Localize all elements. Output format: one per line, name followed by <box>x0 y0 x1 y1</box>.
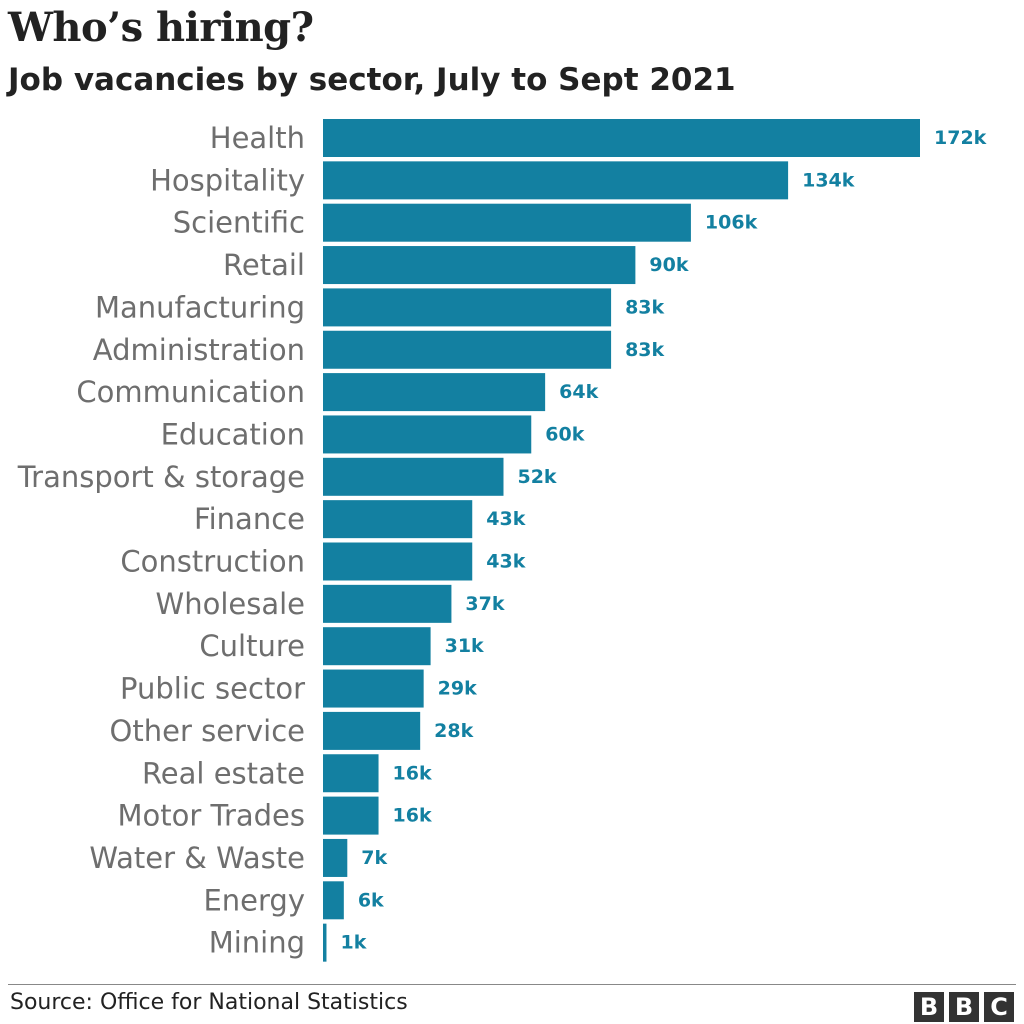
chart-title: Who’s hiring? <box>8 4 314 51</box>
category-label: Culture <box>199 629 305 663</box>
value-label: 134k <box>802 169 855 191</box>
category-label: Mining <box>209 926 305 960</box>
bar <box>323 838 348 877</box>
category-label: Real estate <box>142 756 305 790</box>
category-label: Wholesale <box>156 587 305 621</box>
bar <box>323 119 920 157</box>
value-label: 29k <box>438 678 477 700</box>
value-label: 90k <box>649 254 688 276</box>
bar <box>323 373 546 412</box>
value-label: 52k <box>517 466 556 488</box>
category-label: Manufacturing <box>95 290 305 324</box>
category-label: Energy <box>203 883 305 917</box>
category-label: Health <box>210 121 305 155</box>
category-label: Scientific <box>173 206 305 240</box>
category-label: Public sector <box>120 672 305 706</box>
bar <box>323 246 636 285</box>
bar-chart: Health 172k Hospitality 134k Scientific 106k R… <box>17 119 987 962</box>
value-label: 1k <box>340 932 366 954</box>
bar <box>323 627 431 666</box>
bar <box>323 796 379 835</box>
bar <box>323 711 421 750</box>
category-label: Retail <box>223 248 305 282</box>
bar <box>323 584 452 623</box>
category-label: Hospitality <box>150 163 305 197</box>
value-label: 7k <box>361 847 387 869</box>
category-label: Water & Waste <box>89 841 305 875</box>
category-label: Communication <box>76 375 305 409</box>
category-label: Finance <box>194 502 305 536</box>
category-label: Construction <box>120 545 305 579</box>
value-label: 83k <box>625 296 664 318</box>
value-label: 64k <box>559 381 598 403</box>
source-note: Source: Office for National Statistics <box>10 990 408 1015</box>
category-label: Other service <box>110 714 305 748</box>
value-label: 16k <box>393 805 432 827</box>
bbc-logo: B B C <box>914 992 1014 1022</box>
value-label: 43k <box>486 508 525 530</box>
value-label: 60k <box>545 423 584 445</box>
bar <box>323 881 344 920</box>
bar <box>323 669 424 708</box>
value-label: 106k <box>705 212 758 234</box>
footer-divider <box>8 984 1016 985</box>
value-label: 28k <box>434 720 473 742</box>
bar <box>323 500 473 539</box>
value-label: 83k <box>625 339 664 361</box>
value-label: 172k <box>934 127 987 149</box>
bar <box>323 923 327 962</box>
value-label: 37k <box>465 593 504 615</box>
bar <box>323 203 691 242</box>
bar <box>323 288 612 327</box>
bbc-logo-letter: C <box>984 992 1014 1022</box>
bar <box>323 330 612 369</box>
value-label: 16k <box>393 762 432 784</box>
bar <box>323 457 504 496</box>
category-label: Motor Trades <box>117 799 305 833</box>
value-label: 6k <box>358 889 384 911</box>
bbc-logo-letter: B <box>949 992 979 1022</box>
category-label: Transport & storage <box>17 460 305 494</box>
bar <box>323 754 379 793</box>
bar <box>323 542 473 581</box>
value-label: 31k <box>445 635 484 657</box>
chart-subtitle: Job vacancies by sector, July to Sept 20… <box>8 62 736 98</box>
category-label: Administration <box>93 333 305 367</box>
category-label: Education <box>161 417 305 451</box>
bar <box>323 415 532 454</box>
bar <box>323 161 789 200</box>
value-label: 43k <box>486 551 525 573</box>
bbc-logo-letter: B <box>914 992 944 1022</box>
